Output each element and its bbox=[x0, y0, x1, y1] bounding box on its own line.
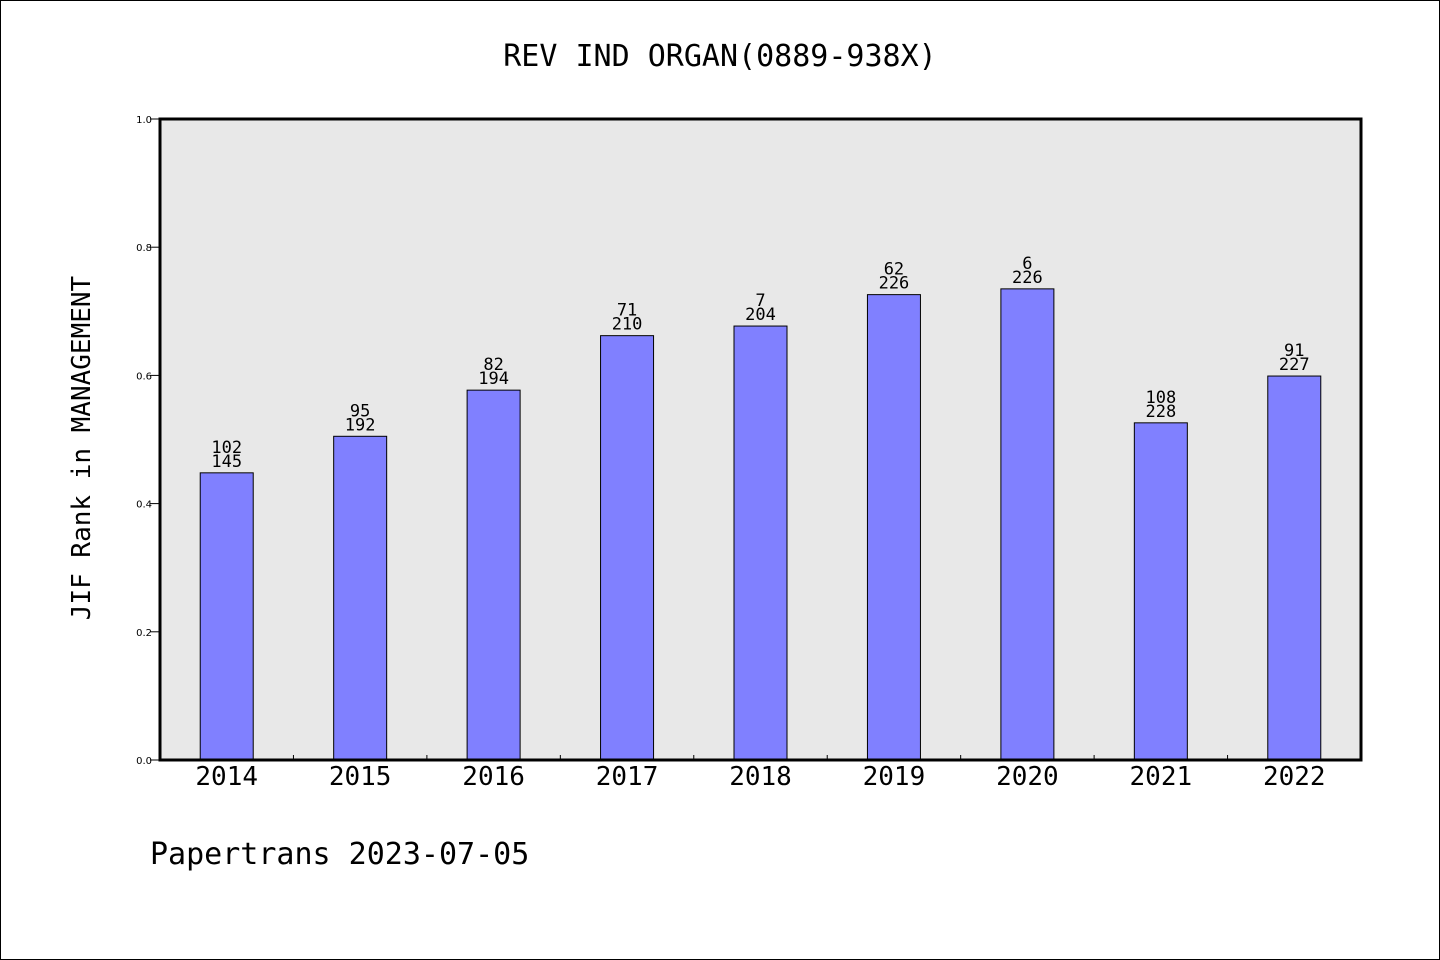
y-axis-label: JIF Rank in MANAGEMENT bbox=[67, 275, 97, 620]
bar bbox=[466, 389, 521, 761]
bar-rank-label: 6 bbox=[1022, 254, 1032, 274]
bar-total-label: 145 bbox=[211, 452, 242, 472]
bar-rank-label: 62 bbox=[884, 260, 904, 280]
bar-rank-label: 95 bbox=[350, 401, 370, 421]
x-tick-label: 2015 bbox=[329, 762, 392, 792]
bar-total-label: 228 bbox=[1145, 402, 1176, 422]
bar-rank-label: 102 bbox=[211, 438, 242, 458]
x-tick-label: 2019 bbox=[863, 762, 926, 792]
bar-total-label: 194 bbox=[478, 369, 509, 389]
plot-border bbox=[158, 117, 1363, 762]
y-axis: 0.0 0.2 0.4 0.6 0.8 1.0 bbox=[136, 115, 160, 767]
bar-series: 1021459519282194712107204622266226108228… bbox=[199, 254, 1322, 761]
bar-rank-label: 108 bbox=[1145, 388, 1176, 408]
bar-rank-label: 7 bbox=[755, 291, 765, 311]
y-tick-label: 0.4 bbox=[136, 500, 152, 511]
bar-total-label: 192 bbox=[345, 415, 376, 435]
y-tick-label: 0.2 bbox=[136, 628, 152, 639]
bar-total-label: 204 bbox=[745, 305, 776, 325]
x-tick-label: 2020 bbox=[996, 762, 1059, 792]
bar-total-label: 226 bbox=[879, 274, 910, 294]
x-tick-label: 2016 bbox=[462, 762, 525, 792]
x-tick-label: 2014 bbox=[195, 762, 258, 792]
bar-total-label: 210 bbox=[612, 315, 643, 335]
bar bbox=[733, 325, 788, 761]
bar-rank-label: 71 bbox=[617, 301, 637, 321]
chart-title: REV IND ORGAN(0889-938X) bbox=[503, 39, 936, 74]
bar bbox=[333, 435, 388, 761]
bar bbox=[199, 472, 254, 761]
y-tick-label: 0.0 bbox=[136, 756, 152, 767]
x-tick-label: 2022 bbox=[1263, 762, 1326, 792]
bar bbox=[600, 335, 655, 761]
bar bbox=[1133, 422, 1188, 761]
bar bbox=[1267, 375, 1322, 761]
x-tick-label: 2021 bbox=[1130, 762, 1193, 792]
y-tick-label: 0.6 bbox=[136, 371, 152, 382]
bar-rank-label: 91 bbox=[1284, 341, 1304, 361]
bar bbox=[1000, 288, 1055, 761]
footer-credit: Papertrans 2023-07-05 bbox=[150, 837, 529, 872]
bar-total-label: 227 bbox=[1279, 355, 1310, 375]
bar bbox=[866, 294, 921, 761]
x-tick-label: 2018 bbox=[729, 762, 792, 792]
y-tick-label: 1.0 bbox=[136, 115, 152, 126]
bar-rank-label: 82 bbox=[483, 355, 503, 375]
x-axis: 2014 2015 2016 2017 2018 2019 2020 2021 2022 bbox=[195, 755, 1326, 792]
x-tick-label: 2017 bbox=[596, 762, 659, 792]
bar-total-label: 226 bbox=[1012, 268, 1043, 288]
y-tick-label: 0.8 bbox=[136, 243, 152, 254]
